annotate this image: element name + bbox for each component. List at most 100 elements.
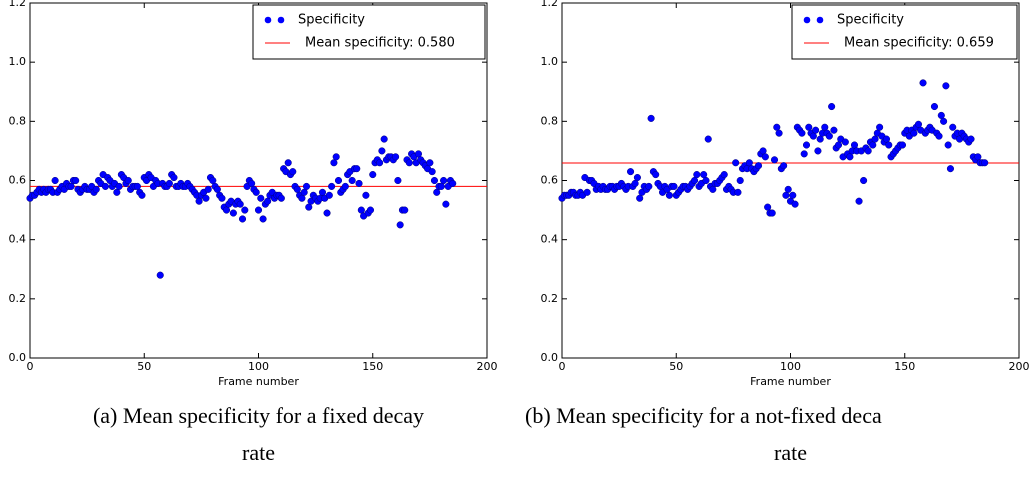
point [802, 141, 811, 149]
point [284, 159, 292, 167]
y-tick-label: 0.4 [9, 233, 27, 246]
point [704, 135, 712, 143]
point [910, 129, 918, 137]
point [930, 102, 939, 111]
legend-box [252, 4, 486, 60]
point [302, 182, 311, 190]
point [631, 179, 639, 188]
point [702, 176, 710, 185]
point [51, 176, 59, 185]
point [764, 203, 772, 211]
point [332, 153, 340, 161]
point [736, 176, 744, 185]
point [330, 159, 338, 167]
point [869, 141, 877, 149]
point [700, 171, 708, 179]
point [780, 162, 788, 170]
point [259, 215, 267, 223]
point [325, 191, 333, 199]
x-tick-label: 50 [137, 360, 151, 373]
point [734, 188, 742, 196]
point [348, 176, 356, 185]
point [754, 162, 763, 170]
point [745, 159, 753, 167]
point [784, 185, 792, 193]
legend-label: Mean specificity: 0.659 [844, 36, 994, 51]
point [170, 173, 178, 182]
x-tick-label: 0 [27, 360, 34, 373]
point [236, 200, 244, 208]
legend-box [791, 4, 1018, 60]
point [138, 191, 146, 199]
point [357, 206, 365, 214]
point [690, 176, 699, 185]
point [834, 141, 843, 149]
point [773, 123, 781, 131]
legend-label: Specificity [298, 13, 365, 28]
point [850, 141, 859, 149]
point [885, 141, 893, 149]
point [433, 188, 441, 196]
point [898, 141, 907, 149]
point [305, 203, 313, 211]
point [775, 129, 783, 137]
point [440, 176, 448, 185]
point [944, 141, 952, 149]
caption: (b) Mean specificity for a not-fixed dec… [525, 403, 882, 428]
point [816, 135, 824, 143]
point [355, 179, 363, 188]
point [665, 191, 673, 199]
point [841, 138, 849, 146]
point [805, 123, 813, 131]
point [401, 206, 409, 214]
x-tick-label: 200 [477, 360, 498, 373]
point [353, 165, 361, 173]
point [821, 123, 829, 131]
y-tick-label: 0.2 [541, 292, 559, 305]
point [782, 191, 790, 199]
point [814, 147, 822, 155]
point [92, 185, 100, 193]
point [720, 171, 728, 179]
point [72, 176, 80, 185]
point [414, 150, 423, 158]
x-tick-label: 0 [559, 360, 566, 373]
point [647, 114, 655, 122]
point [946, 165, 955, 173]
point [378, 147, 386, 155]
point [328, 182, 336, 190]
point [165, 179, 173, 188]
point [789, 191, 797, 199]
point [855, 197, 863, 205]
point [583, 188, 591, 196]
point [115, 182, 123, 190]
point [759, 147, 767, 155]
y-tick-label: 0.8 [541, 114, 559, 127]
point [828, 102, 836, 111]
point [426, 159, 434, 167]
point [809, 132, 817, 140]
point [882, 135, 891, 143]
point [366, 206, 375, 214]
point [264, 197, 272, 205]
point [846, 153, 854, 161]
point [238, 215, 247, 223]
legend-label: Specificity [837, 13, 904, 28]
point [974, 153, 982, 161]
point [430, 176, 438, 185]
point [981, 159, 989, 167]
point [293, 185, 301, 193]
legend-marker [264, 16, 272, 24]
x-tick-label: 50 [669, 360, 683, 373]
y-tick-label: 0.0 [541, 351, 559, 364]
point [334, 176, 343, 185]
point [693, 171, 701, 179]
point [627, 168, 635, 176]
point [202, 194, 210, 202]
point [709, 185, 717, 193]
point [298, 194, 306, 202]
y-tick-label: 0.6 [9, 174, 27, 187]
point [213, 185, 221, 193]
point [428, 168, 436, 176]
point [798, 129, 806, 137]
